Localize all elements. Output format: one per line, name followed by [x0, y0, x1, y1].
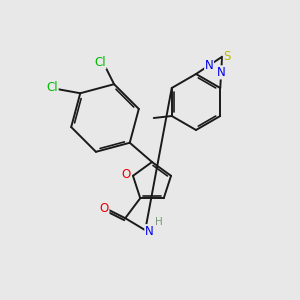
- Text: N: N: [217, 66, 226, 79]
- Text: N: N: [145, 225, 154, 238]
- Text: O: O: [122, 168, 130, 181]
- Text: Cl: Cl: [46, 81, 58, 94]
- Text: N: N: [205, 59, 213, 72]
- Text: Cl: Cl: [94, 56, 106, 69]
- Text: H: H: [155, 217, 163, 227]
- Text: O: O: [100, 202, 109, 215]
- Text: S: S: [224, 50, 231, 63]
